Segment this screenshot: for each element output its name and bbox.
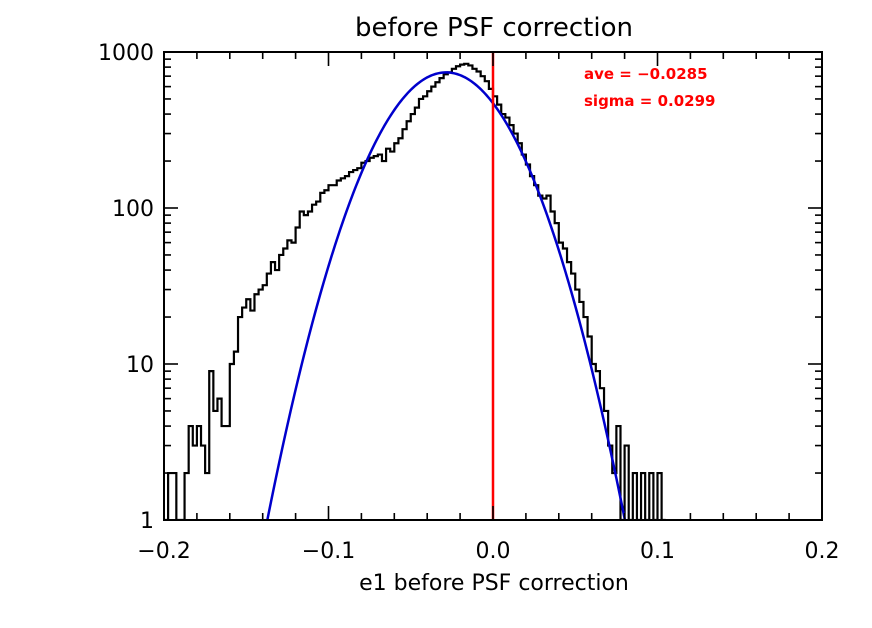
x-tick-label: 0.2: [805, 539, 840, 564]
histogram-series: [164, 62, 666, 520]
y-tick-label: 1000: [98, 41, 154, 66]
y-tick-label: 1: [140, 509, 154, 534]
x-tick-label: 0.1: [640, 539, 675, 564]
x-axis-label: e1 before PSF correction: [359, 571, 629, 596]
y-tick-label: 10: [126, 353, 154, 378]
annotation-sigma: sigma = 0.0299: [584, 92, 715, 110]
plot-area: −0.2 −0.1 0.0 0.1 0.2 1 10 100 1000: [98, 41, 840, 564]
x-tick-label: 0.0: [476, 539, 511, 564]
x-tick-label: −0.1: [302, 539, 355, 564]
annotation-ave: ave = −0.0285: [584, 65, 708, 83]
y-tick-label: 100: [112, 197, 154, 222]
chart-title: before PSF correction: [355, 13, 633, 43]
x-tick-label: −0.2: [137, 539, 190, 564]
